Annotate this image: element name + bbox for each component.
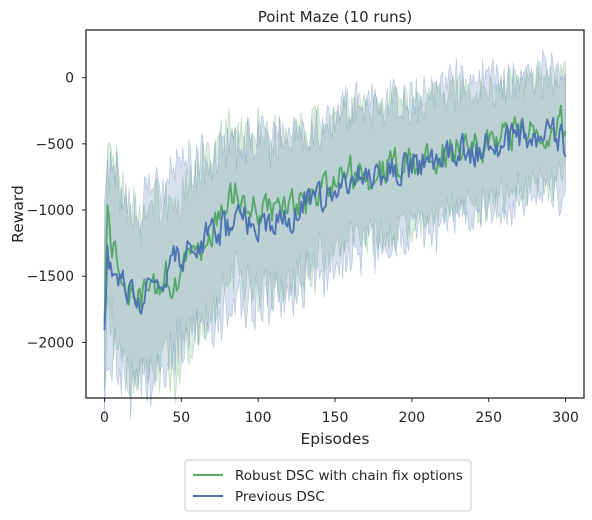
y-tick-label: −500 — [36, 137, 74, 153]
legend: Robust DSC with chain fix options Previo… — [184, 459, 472, 512]
y-tick-label: −1000 — [27, 203, 74, 219]
x-tick-label: 300 — [552, 410, 579, 426]
y-tick-label: 0 — [65, 71, 74, 87]
chart-title: Point Maze (10 runs) — [258, 8, 413, 26]
series-lines — [103, 104, 567, 331]
x-axis-ticks: 0 50 100 150 200 250 300 — [100, 398, 579, 426]
legend-box — [184, 459, 472, 512]
series-line-1 — [103, 117, 567, 331]
x-tick-label: 100 — [245, 410, 272, 426]
confidence-bands — [104, 50, 566, 422]
x-tick-label: 150 — [322, 410, 349, 426]
y-axis-ticks: 0 −500 −1000 −1500 −2000 — [27, 71, 86, 351]
y-tick-label: −2000 — [27, 335, 74, 351]
x-tick-label: 250 — [475, 410, 502, 426]
x-tick-label: 50 — [172, 410, 190, 426]
x-tick-label: 0 — [100, 410, 109, 426]
legend-label-robust-dsc: Robust DSC with chain fix options — [235, 468, 463, 484]
legend-label-previous-dsc: Previous DSC — [235, 489, 325, 505]
y-axis-title: Reward — [9, 185, 27, 243]
y-tick-label: −1500 — [27, 269, 74, 285]
x-tick-label: 200 — [398, 410, 425, 426]
x-axis-title: Episodes — [301, 430, 370, 448]
